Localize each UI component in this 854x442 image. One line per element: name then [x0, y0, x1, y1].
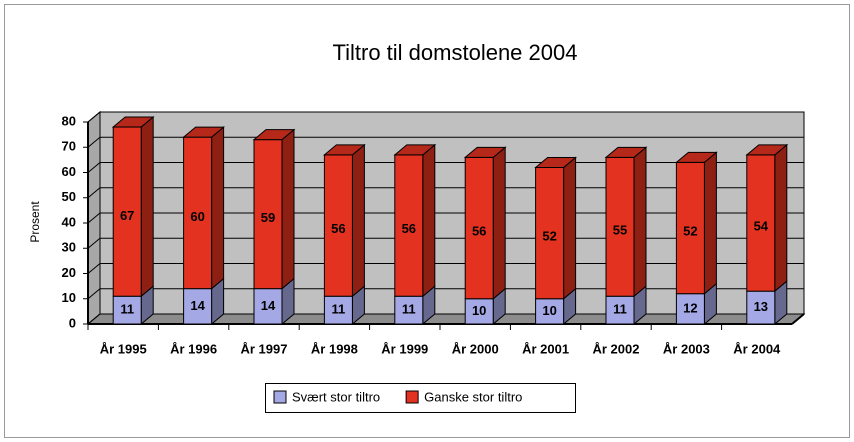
x-tick-label: År 2002 [593, 341, 640, 356]
y-tick-label: 0 [69, 315, 76, 330]
bar-top [534, 156, 577, 168]
grid-line [87, 136, 804, 148]
x-tick-label: År 1998 [311, 341, 358, 356]
legend-label: Svært stor tiltro [292, 389, 380, 404]
data-label: 52 [683, 223, 697, 238]
bar-side [703, 151, 717, 295]
y-tick-label: 30 [62, 240, 76, 255]
legend-box [265, 383, 576, 413]
bar-side [422, 143, 436, 298]
data-label: 60 [190, 209, 204, 224]
data-label: 52 [542, 228, 556, 243]
x-tick-label: År 2003 [663, 341, 710, 356]
legend: Svært stor tiltro Ganske stor tiltro [265, 383, 576, 413]
grid-line [87, 111, 804, 123]
bar [323, 295, 353, 325]
x-tick-label: År 2001 [522, 341, 569, 356]
bar [535, 298, 565, 325]
legend-label: Ganske stor tiltro [424, 389, 522, 404]
x-tick-label: År 1995 [100, 341, 147, 356]
y-tick-label: 60 [62, 164, 76, 179]
bar [253, 139, 283, 290]
bar-top [111, 116, 155, 128]
bar-side [633, 146, 647, 298]
y-axis-label: Prosent [28, 201, 42, 243]
bar-top [604, 146, 648, 158]
bar [323, 154, 353, 297]
data-label: 11 [402, 302, 416, 317]
data-label: 10 [472, 303, 486, 318]
data-label: 55 [613, 222, 627, 237]
y-tick-label: 80 [62, 113, 76, 128]
bar-side [140, 115, 154, 298]
data-label: 11 [613, 302, 627, 317]
bar [535, 166, 565, 300]
data-label: 11 [332, 302, 346, 317]
data-label: 67 [120, 208, 134, 223]
bar-top [463, 146, 507, 158]
bar-top [745, 144, 789, 156]
bar [394, 154, 424, 297]
legend-swatch [273, 390, 287, 404]
x-tick-label: År 1999 [381, 341, 428, 356]
bar [183, 288, 213, 325]
x-tick-label: År 2004 [733, 341, 781, 356]
bar-side [492, 146, 506, 300]
x-tick-label: År 1996 [170, 341, 217, 356]
data-label: 54 [754, 219, 769, 234]
bar-top [182, 126, 225, 138]
bar-top [675, 151, 718, 163]
x-axis-back [791, 313, 805, 325]
y-tick-label: 50 [62, 189, 76, 204]
bar [605, 295, 635, 325]
data-label: 10 [542, 303, 556, 318]
bar-side [351, 143, 365, 298]
bar [605, 156, 635, 297]
x-tick-label: År 1997 [241, 341, 288, 356]
bar [746, 290, 776, 325]
y-tick-label: 10 [62, 290, 76, 305]
bar-side [211, 126, 225, 290]
bar-top [323, 144, 366, 156]
data-label: 56 [331, 221, 345, 236]
bar-top [252, 129, 296, 141]
bar-side [281, 128, 295, 290]
bar-side [563, 156, 577, 300]
bar-side [774, 143, 788, 293]
y-tick-label: 70 [62, 139, 76, 154]
data-label: 56 [472, 224, 486, 239]
bar [253, 288, 283, 325]
data-label: 14 [261, 298, 276, 313]
data-label: 56 [402, 221, 416, 236]
bar [464, 156, 494, 300]
y-tick-label: 40 [62, 214, 76, 229]
data-label: 11 [120, 302, 134, 317]
data-label: 13 [754, 299, 768, 314]
data-label: 12 [683, 300, 697, 315]
y-tick-label: 20 [62, 265, 76, 280]
x-tick-label: År 2000 [452, 341, 499, 356]
legend-swatch [405, 390, 419, 404]
chart-title: Tiltro til domstolene 2004 [333, 40, 578, 65]
bar-top [393, 144, 437, 156]
data-label: 14 [190, 298, 205, 313]
data-label: 59 [261, 210, 275, 225]
bar [394, 295, 424, 325]
